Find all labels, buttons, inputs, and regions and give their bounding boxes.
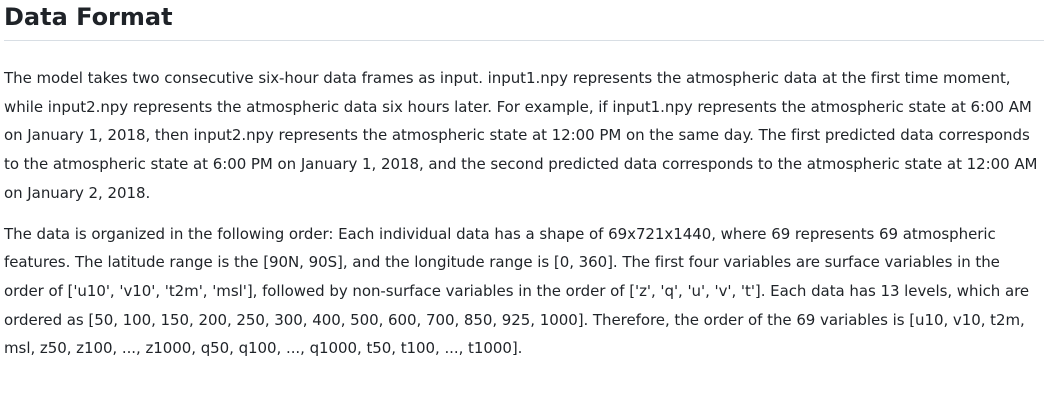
section-heading: Data Format xyxy=(4,3,173,31)
document-page: Data Format The model takes two consecut… xyxy=(4,3,1044,358)
heading-divider xyxy=(4,40,1044,41)
paragraph-data-order: The data is organized in the following o… xyxy=(4,224,1030,358)
paragraph-input-description: The model takes two consecutive six-hour… xyxy=(4,69,1038,202)
